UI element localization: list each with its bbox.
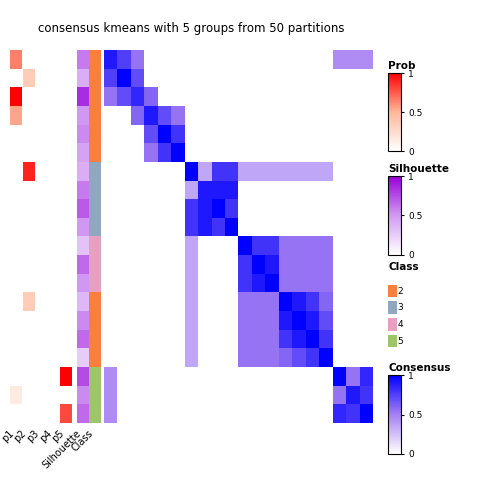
Text: p5: p5 (50, 428, 66, 445)
Text: p4: p4 (38, 428, 53, 444)
Text: p1: p1 (0, 428, 16, 444)
Text: Prob: Prob (388, 60, 416, 71)
Text: consensus kmeans with 5 groups from 50 partitions: consensus kmeans with 5 groups from 50 p… (38, 22, 345, 35)
Text: 4: 4 (398, 320, 403, 329)
Text: 2: 2 (398, 287, 403, 296)
Text: Class: Class (388, 262, 419, 272)
Text: p2: p2 (12, 428, 28, 445)
Text: Consensus: Consensus (388, 363, 451, 373)
Text: Silhouette: Silhouette (40, 428, 83, 471)
Text: Silhouette: Silhouette (388, 164, 449, 174)
Text: Class: Class (70, 428, 95, 454)
Text: 3: 3 (398, 303, 403, 312)
Text: p3: p3 (25, 428, 41, 444)
Text: 5: 5 (398, 337, 403, 346)
